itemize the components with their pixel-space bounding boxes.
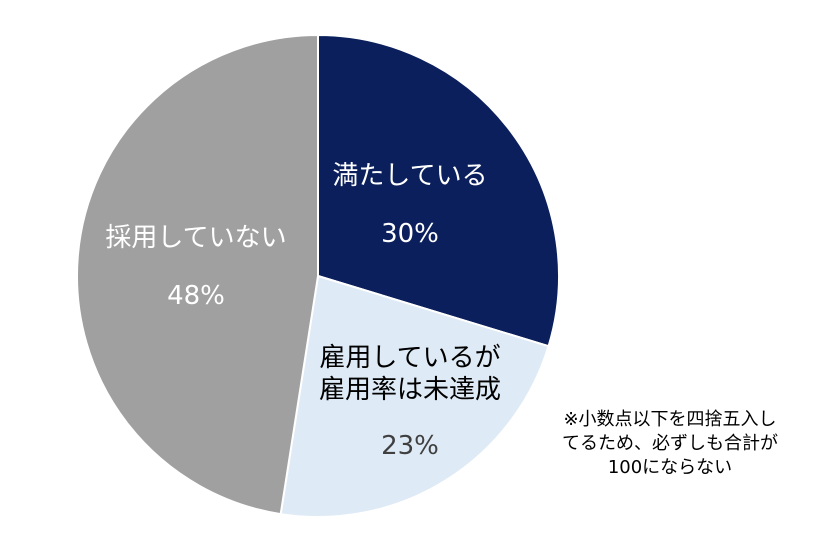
footnote: ※小数点以下を四捨五入し てるため、必ずしも合計が 100にならない (520, 408, 820, 480)
pie-slice-2 (279, 274, 550, 518)
slice-label-2-line-2: 雇用率は未達成 (319, 375, 501, 405)
slice-label-1-line-1: 満たしている (332, 161, 487, 191)
slice-value-2: 23% (381, 431, 439, 461)
footnote-line-1: ※小数点以下を四捨五入し (563, 409, 777, 430)
slice-value-3: 48% (167, 281, 225, 311)
slice-label-2-line-1: 雇用しているが (319, 343, 500, 373)
pie-slice-3 (76, 33, 319, 516)
footnote-line-2: てるため、必ずしも合計が (562, 433, 778, 454)
slice-label-3-line-1: 採用していない (105, 223, 286, 253)
pie-slice-1 (317, 33, 560, 348)
footnote-line-3: 100にならない (607, 457, 733, 478)
slice-value-1: 30% (381, 219, 439, 249)
